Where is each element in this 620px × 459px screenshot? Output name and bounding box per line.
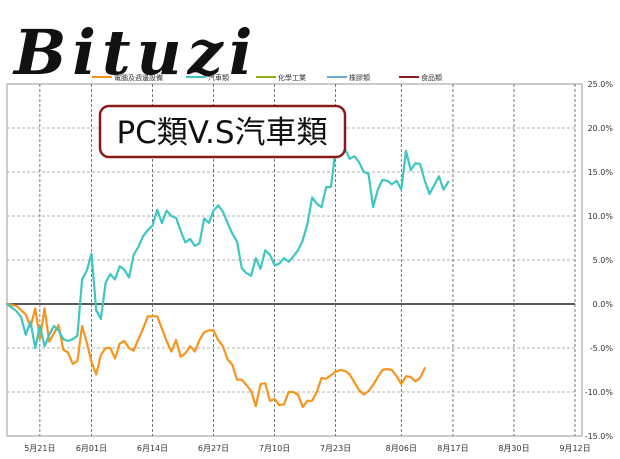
legend: 電腦及週邊設備 汽車類 化學工業 橡膠類 食品類: [92, 73, 442, 82]
y-tick-label: -15.0%: [585, 432, 614, 441]
x-tick-label: 8月06日: [386, 444, 417, 453]
legend-label: 食品類: [421, 73, 442, 82]
y-tick-label: 15.0%: [588, 168, 614, 177]
horizontal-gridlines: [7, 83, 575, 437]
y-tick-label: 25.0%: [588, 80, 614, 89]
x-axis-tick-labels: 5月21日 6月01日 6月14日 6月27日 7月10日 7月23日 8月06日 8月17日…: [24, 444, 590, 453]
y-tick-label: 10.0%: [588, 212, 614, 221]
legend-label: 汽車類: [208, 73, 229, 82]
y-tick-label: 5.0%: [593, 256, 614, 265]
x-tick-label: 9月12日: [559, 444, 590, 453]
legend-label: 電腦及週邊設備: [114, 73, 163, 82]
y-tick-label: -5.0%: [590, 344, 614, 353]
y-tick-label: 20.0%: [588, 124, 614, 133]
y-axis-tick-labels: 25.0% 20.0% 15.0% 10.0% 5.0% 0.0% -5.0% -10.0% -…: [585, 80, 614, 441]
title-badge: [98, 104, 347, 159]
chart-title: PC類V.S汽車類: [116, 115, 327, 151]
series-lines: [5, 141, 450, 409]
y-tick-label: 0.0%: [593, 300, 614, 309]
x-tick-label: 7月10日: [259, 444, 290, 453]
legend-label: 化學工業: [278, 73, 306, 82]
x-tick-label: 6月01日: [76, 444, 107, 453]
x-tick-label: 5月21日: [24, 444, 55, 453]
y-tick-label: -10.0%: [585, 388, 614, 397]
legend-label: 橡膠類: [349, 73, 370, 82]
series-line-2: [5, 141, 450, 350]
x-tick-label: 6月14日: [137, 444, 168, 453]
x-tick-label: 6月27日: [198, 444, 229, 453]
series-line-1: [5, 302, 426, 409]
brand-logo: Bituzi: [12, 16, 258, 89]
x-tick-label: 8月17日: [437, 444, 468, 453]
x-tick-label: 8月30日: [498, 444, 529, 453]
x-tick-label: 7月23日: [320, 444, 351, 453]
